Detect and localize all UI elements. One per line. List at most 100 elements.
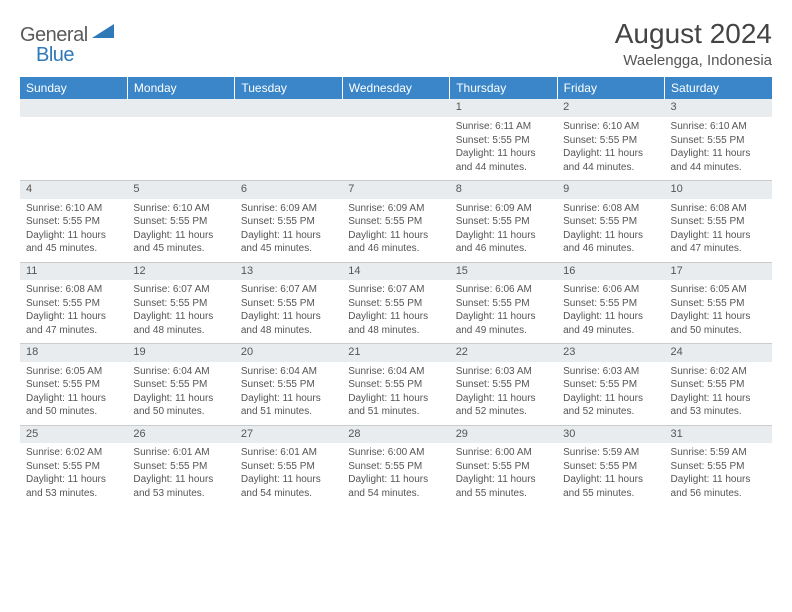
daynum-cell: 20 — [235, 344, 342, 362]
daynum-cell — [235, 99, 342, 117]
day-number: 4 — [20, 181, 127, 197]
day-data-cell: Sunrise: 6:04 AMSunset: 5:55 PMDaylight:… — [235, 362, 342, 426]
weekday-header: Monday — [127, 77, 234, 99]
header: General August 2024 Waelengga, Indonesia — [20, 18, 772, 69]
day-data-cell: Sunrise: 6:08 AMSunset: 5:55 PMDaylight:… — [665, 199, 772, 263]
day-data: Sunrise: 6:08 AMSunset: 5:55 PMDaylight:… — [665, 199, 772, 258]
day-number: 10 — [665, 181, 772, 197]
day-number: 7 — [342, 181, 449, 197]
day-data-cell: Sunrise: 6:04 AMSunset: 5:55 PMDaylight:… — [342, 362, 449, 426]
day-data-cell: Sunrise: 6:06 AMSunset: 5:55 PMDaylight:… — [450, 280, 557, 344]
daynum-cell: 26 — [127, 425, 234, 443]
daynum-cell: 19 — [127, 344, 234, 362]
day-data: Sunrise: 6:11 AMSunset: 5:55 PMDaylight:… — [450, 117, 557, 176]
daynum-cell: 18 — [20, 344, 127, 362]
day-number: 28 — [342, 426, 449, 442]
daynum-cell — [342, 99, 449, 117]
daynum-cell: 9 — [557, 181, 664, 199]
day-data-cell — [127, 117, 234, 181]
day-data-cell: Sunrise: 6:03 AMSunset: 5:55 PMDaylight:… — [557, 362, 664, 426]
day-data-cell: Sunrise: 6:02 AMSunset: 5:55 PMDaylight:… — [20, 443, 127, 506]
day-data-cell: Sunrise: 6:01 AMSunset: 5:55 PMDaylight:… — [235, 443, 342, 506]
logo-triangle-icon — [92, 24, 114, 47]
day-data: Sunrise: 6:03 AMSunset: 5:55 PMDaylight:… — [450, 362, 557, 421]
day-data: Sunrise: 6:02 AMSunset: 5:55 PMDaylight:… — [665, 362, 772, 421]
day-data-cell — [235, 117, 342, 181]
day-number: 21 — [342, 344, 449, 360]
month-title: August 2024 — [615, 18, 772, 50]
day-data: Sunrise: 6:09 AMSunset: 5:55 PMDaylight:… — [342, 199, 449, 258]
day-data-cell: Sunrise: 6:00 AMSunset: 5:55 PMDaylight:… — [450, 443, 557, 506]
daynum-row: 18192021222324 — [20, 344, 772, 362]
day-data: Sunrise: 6:07 AMSunset: 5:55 PMDaylight:… — [235, 280, 342, 339]
daynum-cell: 28 — [342, 425, 449, 443]
daynum-cell: 25 — [20, 425, 127, 443]
day-data-cell: Sunrise: 6:07 AMSunset: 5:55 PMDaylight:… — [127, 280, 234, 344]
day-number: 17 — [665, 263, 772, 279]
day-number: 30 — [557, 426, 664, 442]
day-data-cell: Sunrise: 6:05 AMSunset: 5:55 PMDaylight:… — [665, 280, 772, 344]
daynum-cell: 6 — [235, 181, 342, 199]
calendar-table: SundayMondayTuesdayWednesdayThursdayFrid… — [20, 77, 772, 506]
day-number: 16 — [557, 263, 664, 279]
day-data-cell: Sunrise: 6:01 AMSunset: 5:55 PMDaylight:… — [127, 443, 234, 506]
daynum-cell: 11 — [20, 262, 127, 280]
calendar-body: 123Sunrise: 6:11 AMSunset: 5:55 PMDaylig… — [20, 99, 772, 506]
daynum-cell: 27 — [235, 425, 342, 443]
day-data-cell: Sunrise: 5:59 AMSunset: 5:55 PMDaylight:… — [557, 443, 664, 506]
day-data: Sunrise: 6:10 AMSunset: 5:55 PMDaylight:… — [557, 117, 664, 176]
daynum-cell: 21 — [342, 344, 449, 362]
day-number: 29 — [450, 426, 557, 442]
day-number: 8 — [450, 181, 557, 197]
daynum-cell: 3 — [665, 99, 772, 117]
daynum-cell: 7 — [342, 181, 449, 199]
data-row: Sunrise: 6:10 AMSunset: 5:55 PMDaylight:… — [20, 199, 772, 263]
data-row: Sunrise: 6:08 AMSunset: 5:55 PMDaylight:… — [20, 280, 772, 344]
daynum-row: 123 — [20, 99, 772, 117]
day-number: 24 — [665, 344, 772, 360]
day-number: 25 — [20, 426, 127, 442]
day-number: 11 — [20, 263, 127, 279]
day-data: Sunrise: 6:07 AMSunset: 5:55 PMDaylight:… — [342, 280, 449, 339]
day-data: Sunrise: 6:10 AMSunset: 5:55 PMDaylight:… — [127, 199, 234, 258]
daynum-cell: 16 — [557, 262, 664, 280]
day-data: Sunrise: 6:10 AMSunset: 5:55 PMDaylight:… — [20, 199, 127, 258]
day-data: Sunrise: 6:04 AMSunset: 5:55 PMDaylight:… — [235, 362, 342, 421]
daynum-row: 11121314151617 — [20, 262, 772, 280]
day-number: 20 — [235, 344, 342, 360]
day-number: 26 — [127, 426, 234, 442]
day-data: Sunrise: 6:08 AMSunset: 5:55 PMDaylight:… — [557, 199, 664, 258]
day-data-cell: Sunrise: 6:07 AMSunset: 5:55 PMDaylight:… — [235, 280, 342, 344]
daynum-cell: 24 — [665, 344, 772, 362]
day-data: Sunrise: 6:02 AMSunset: 5:55 PMDaylight:… — [20, 443, 127, 502]
day-number: 1 — [450, 99, 557, 115]
weekday-header-row: SundayMondayTuesdayWednesdayThursdayFrid… — [20, 77, 772, 99]
daynum-cell: 14 — [342, 262, 449, 280]
day-data-cell: Sunrise: 6:09 AMSunset: 5:55 PMDaylight:… — [235, 199, 342, 263]
weekday-header: Wednesday — [342, 77, 449, 99]
day-number: 15 — [450, 263, 557, 279]
day-data: Sunrise: 5:59 AMSunset: 5:55 PMDaylight:… — [665, 443, 772, 502]
weekday-header: Friday — [557, 77, 664, 99]
daynum-row: 45678910 — [20, 181, 772, 199]
daynum-row: 25262728293031 — [20, 425, 772, 443]
day-data-cell — [342, 117, 449, 181]
day-data-cell: Sunrise: 6:10 AMSunset: 5:55 PMDaylight:… — [557, 117, 664, 181]
daynum-cell: 12 — [127, 262, 234, 280]
daynum-cell: 2 — [557, 99, 664, 117]
day-data-cell — [20, 117, 127, 181]
day-data: Sunrise: 6:04 AMSunset: 5:55 PMDaylight:… — [342, 362, 449, 421]
day-data-cell: Sunrise: 6:09 AMSunset: 5:55 PMDaylight:… — [450, 199, 557, 263]
data-row: Sunrise: 6:05 AMSunset: 5:55 PMDaylight:… — [20, 362, 772, 426]
day-data: Sunrise: 6:03 AMSunset: 5:55 PMDaylight:… — [557, 362, 664, 421]
day-number: 14 — [342, 263, 449, 279]
day-data-cell: Sunrise: 6:10 AMSunset: 5:55 PMDaylight:… — [665, 117, 772, 181]
daynum-cell: 15 — [450, 262, 557, 280]
day-data-cell: Sunrise: 5:59 AMSunset: 5:55 PMDaylight:… — [665, 443, 772, 506]
weekday-header: Tuesday — [235, 77, 342, 99]
day-data: Sunrise: 6:09 AMSunset: 5:55 PMDaylight:… — [450, 199, 557, 258]
day-data-cell: Sunrise: 6:10 AMSunset: 5:55 PMDaylight:… — [20, 199, 127, 263]
day-data-cell: Sunrise: 6:11 AMSunset: 5:55 PMDaylight:… — [450, 117, 557, 181]
day-data: Sunrise: 6:06 AMSunset: 5:55 PMDaylight:… — [557, 280, 664, 339]
daynum-cell — [127, 99, 234, 117]
